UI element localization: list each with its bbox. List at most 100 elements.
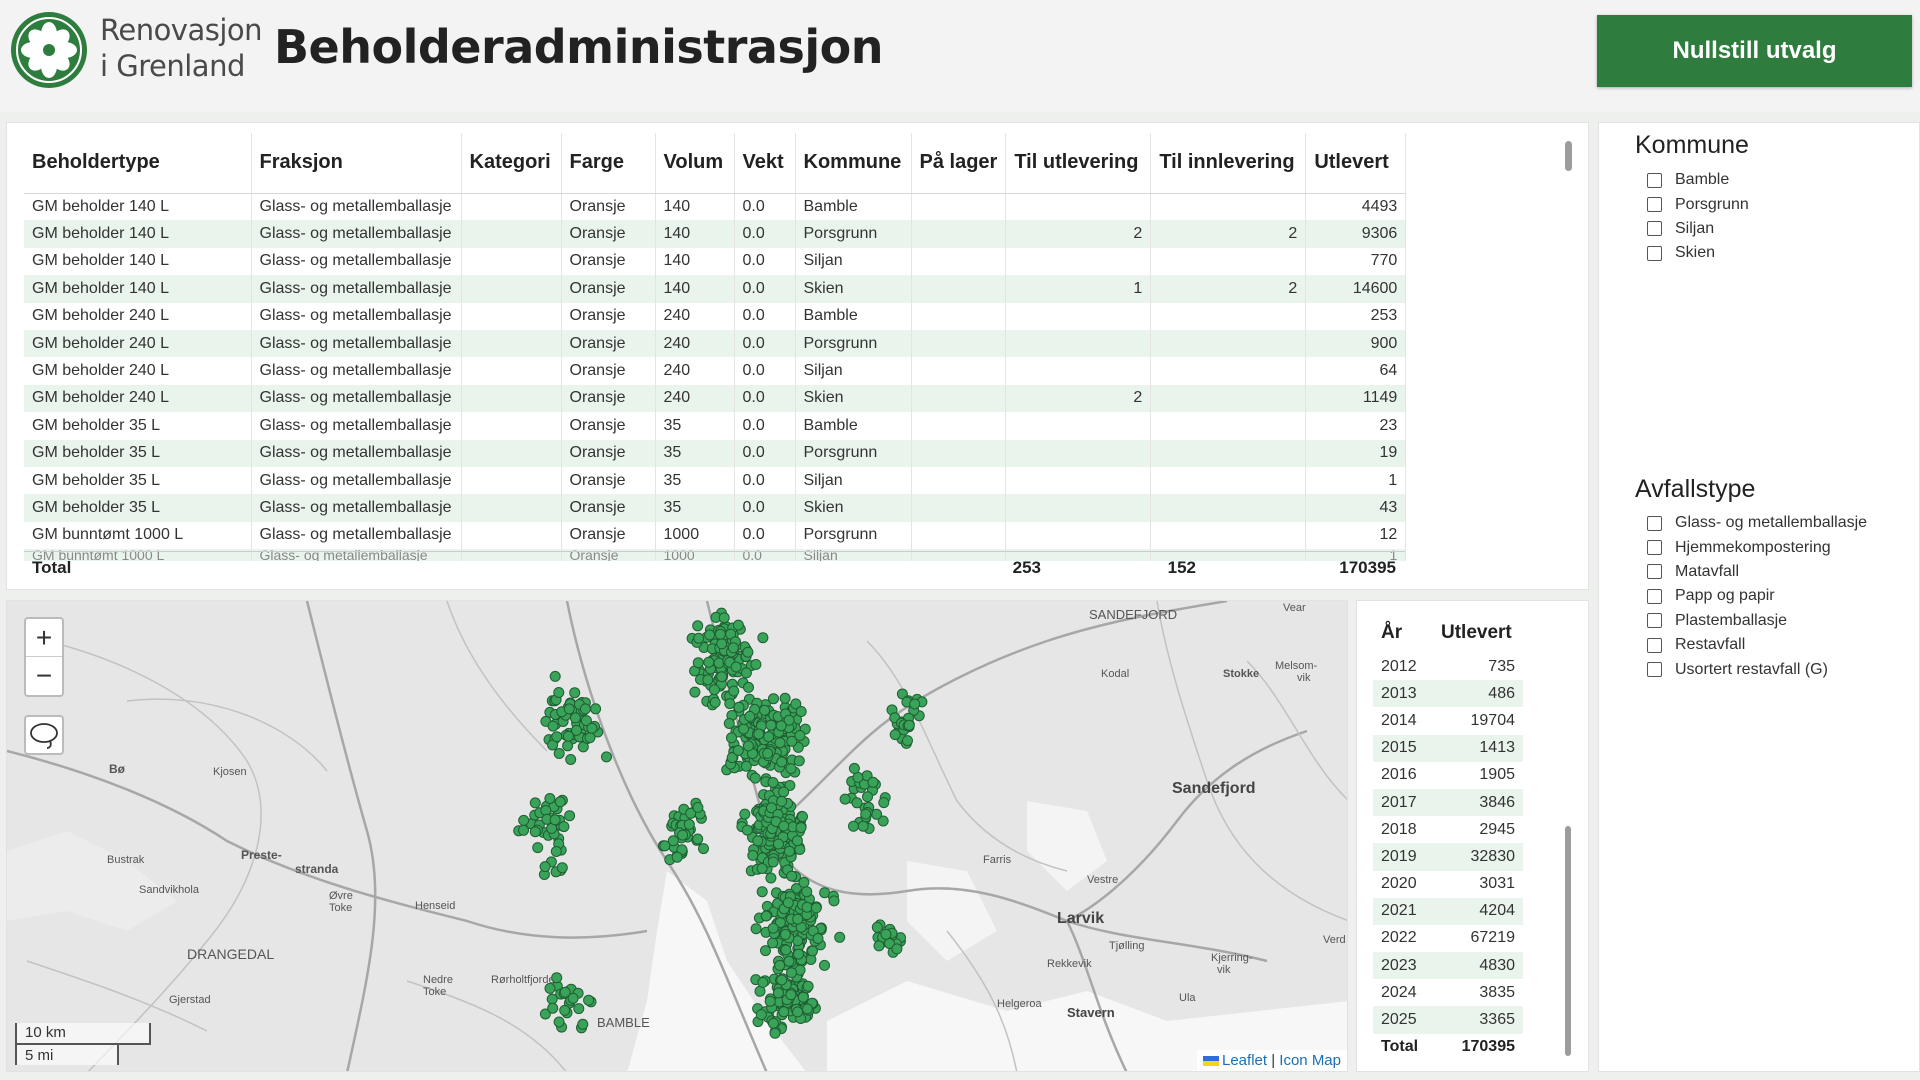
zoom-out-button[interactable]: − xyxy=(35,660,53,691)
container-marker[interactable] xyxy=(708,684,720,696)
container-marker[interactable] xyxy=(539,1008,551,1020)
col-header-kategori[interactable]: Kategori xyxy=(461,133,562,194)
table-row[interactable]: GM beholder 140 L Glass- og metallemballa… xyxy=(24,247,1407,276)
container-marker[interactable] xyxy=(569,687,581,699)
col-header-volum[interactable]: Volum xyxy=(655,133,735,194)
container-marker[interactable] xyxy=(562,730,574,742)
container-marker[interactable] xyxy=(884,938,895,949)
container-marker[interactable] xyxy=(529,797,541,809)
table-row[interactable]: GM beholder 240 L Glass- og metallemballa… xyxy=(24,302,1407,330)
checkbox[interactable] xyxy=(1647,588,1662,604)
container-marker[interactable] xyxy=(569,712,581,724)
container-marker[interactable] xyxy=(762,747,774,759)
container-marker[interactable] xyxy=(709,696,721,708)
container-marker[interactable] xyxy=(559,986,571,998)
container-marker[interactable] xyxy=(889,729,901,741)
container-marker[interactable] xyxy=(785,989,797,1001)
container-marker[interactable] xyxy=(774,737,786,749)
container-marker[interactable] xyxy=(692,801,704,813)
container-marker[interactable] xyxy=(873,940,885,952)
container-marker[interactable] xyxy=(753,728,765,740)
avfallstype-option[interactable]: Papp og papir xyxy=(1647,584,1867,608)
container-marker[interactable] xyxy=(778,786,790,798)
container-marker[interactable] xyxy=(767,1017,779,1029)
map-canvas[interactable]: SANDEFJORD Sandefjord Larvik Stavern DRA… xyxy=(7,601,1348,1072)
container-marker[interactable] xyxy=(601,751,612,763)
container-marker[interactable] xyxy=(718,612,730,624)
container-marker[interactable] xyxy=(767,856,779,868)
container-marker[interactable] xyxy=(733,701,745,713)
container-marker[interactable] xyxy=(767,937,779,949)
container-marker[interactable] xyxy=(551,731,563,743)
container-marker[interactable] xyxy=(573,1003,585,1015)
container-marker[interactable] xyxy=(580,715,592,727)
year-row[interactable]: 2024 3835 xyxy=(1373,979,1523,1006)
container-marker[interactable] xyxy=(553,1016,565,1028)
container-marker[interactable] xyxy=(740,667,752,679)
container-marker[interactable] xyxy=(544,793,556,804)
container-marker[interactable] xyxy=(767,922,779,934)
container-marker[interactable] xyxy=(564,810,576,822)
container-marker[interactable] xyxy=(760,910,772,922)
table-row[interactable]: GM bunntømt 1000 L Glass- og metallemball… xyxy=(24,521,1407,550)
container-marker[interactable] xyxy=(760,945,771,957)
container-marker[interactable] xyxy=(757,976,769,988)
container-marker[interactable] xyxy=(747,849,759,861)
container-marker[interactable] xyxy=(780,944,792,956)
container-marker[interactable] xyxy=(812,933,824,944)
container-marker[interactable] xyxy=(801,886,813,898)
year-row[interactable]: 2014 19704 xyxy=(1373,707,1523,734)
year-row[interactable]: 2018 2945 xyxy=(1373,816,1523,843)
container-marker[interactable] xyxy=(750,659,762,670)
container-marker[interactable] xyxy=(544,982,556,994)
container-marker[interactable] xyxy=(716,638,728,650)
container-marker[interactable] xyxy=(583,994,595,1006)
container-marker[interactable] xyxy=(529,826,541,838)
container-marker[interactable] xyxy=(768,693,779,705)
container-marker[interactable] xyxy=(756,863,768,874)
container-marker[interactable] xyxy=(860,808,872,820)
container-marker[interactable] xyxy=(532,842,544,854)
container-marker[interactable] xyxy=(749,772,761,784)
container-marker[interactable] xyxy=(792,1006,804,1018)
container-marker[interactable] xyxy=(786,735,798,747)
container-marker[interactable] xyxy=(742,646,754,658)
container-marker[interactable] xyxy=(683,818,695,830)
year-row[interactable]: 2019 32830 xyxy=(1373,843,1523,871)
container-marker[interactable] xyxy=(909,698,921,710)
container-marker[interactable] xyxy=(756,886,768,898)
container-marker[interactable] xyxy=(857,820,869,832)
container-marker[interactable] xyxy=(851,797,863,809)
kommune-option[interactable]: Porsgrunn xyxy=(1647,192,1749,216)
checkbox[interactable] xyxy=(1647,662,1662,678)
container-marker[interactable] xyxy=(740,760,752,772)
col-header-beholdertype[interactable]: Beholdertype xyxy=(24,133,252,194)
container-marker[interactable] xyxy=(848,820,859,832)
container-marker[interactable] xyxy=(671,851,683,863)
avfallstype-option[interactable]: Hjemmekompostering xyxy=(1647,535,1867,559)
container-marker[interactable] xyxy=(791,835,803,847)
container-marker[interactable] xyxy=(839,793,851,805)
container-marker[interactable] xyxy=(539,861,551,873)
checkbox[interactable] xyxy=(1647,540,1662,556)
container-marker[interactable] xyxy=(755,1009,767,1021)
container-marker[interactable] xyxy=(750,923,762,935)
container-marker[interactable] xyxy=(714,628,726,640)
container-marker[interactable] xyxy=(902,735,913,747)
container-marker[interactable] xyxy=(772,987,784,999)
container-marker[interactable] xyxy=(741,824,753,836)
container-marker[interactable] xyxy=(779,928,791,940)
container-marker[interactable] xyxy=(878,797,890,809)
container-marker[interactable] xyxy=(757,632,769,644)
container-marker[interactable] xyxy=(828,895,840,907)
avfallstype-option[interactable]: Matavfall xyxy=(1647,560,1867,584)
container-marker[interactable] xyxy=(732,619,744,631)
container-marker[interactable] xyxy=(547,720,559,732)
container-marker[interactable] xyxy=(790,698,802,710)
zoom-in-button[interactable]: + xyxy=(26,619,62,657)
container-marker[interactable] xyxy=(767,777,779,788)
container-marker[interactable] xyxy=(728,685,740,697)
map-panel[interactable]: SANDEFJORD Sandefjord Larvik Stavern DRA… xyxy=(6,600,1348,1072)
container-marker[interactable] xyxy=(571,724,582,736)
container-marker[interactable] xyxy=(577,1018,589,1030)
